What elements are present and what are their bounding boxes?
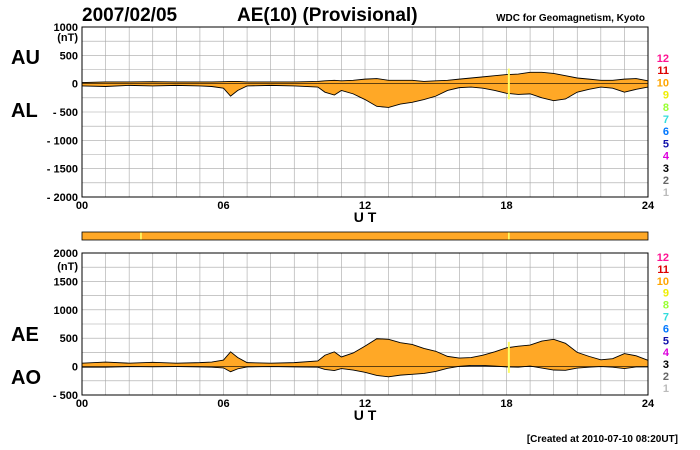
area-fill bbox=[82, 72, 648, 108]
series-line-al bbox=[81, 84, 649, 108]
legend-entry: 9 bbox=[663, 90, 669, 102]
y-tick-label: - 500 bbox=[53, 390, 78, 402]
y-tick-label: - 1500 bbox=[47, 164, 78, 176]
y-tick-label: 1000 bbox=[54, 22, 78, 34]
quality-bar-group bbox=[81, 231, 649, 241]
y-tick-label: - 2000 bbox=[47, 192, 78, 204]
legend-entry: 9 bbox=[663, 288, 669, 300]
legend-entry: 12 bbox=[657, 252, 669, 264]
legend-entry: 10 bbox=[657, 77, 669, 89]
legend-entry: 8 bbox=[663, 300, 669, 312]
y-tick-label: 500 bbox=[60, 333, 78, 345]
y-units-label: (nT) bbox=[57, 261, 78, 273]
legend-entry: 5 bbox=[663, 138, 669, 150]
legend-entry: 6 bbox=[663, 323, 669, 335]
legend-entry: 3 bbox=[663, 359, 669, 371]
x-tick-label: 24 bbox=[642, 200, 655, 212]
x-tick-label: 24 bbox=[642, 398, 655, 410]
label-au: AU bbox=[11, 47, 40, 69]
y-tick-label: 1000 bbox=[54, 305, 78, 317]
legend-entry: 7 bbox=[663, 312, 669, 324]
x-tick-label: 00 bbox=[76, 200, 88, 212]
y-tick-label: 2000 bbox=[54, 248, 78, 260]
header-date: 2007/02/05 bbox=[82, 5, 178, 26]
legend-entry: 7 bbox=[663, 114, 669, 126]
x-axis-title: U T bbox=[354, 209, 377, 225]
label-ae: AE bbox=[11, 324, 39, 346]
x-tick-label: 12 bbox=[359, 200, 371, 212]
y-tick-label: 0 bbox=[72, 79, 78, 91]
legend-entry: 2 bbox=[663, 175, 669, 187]
x-axis-title: U T bbox=[354, 407, 377, 423]
quality-bar bbox=[81, 231, 649, 241]
y-units-label: (nT) bbox=[57, 32, 78, 44]
x-tick-label: 12 bbox=[359, 398, 371, 410]
x-tick-label: 18 bbox=[500, 398, 512, 410]
x-tick-label: 18 bbox=[500, 200, 512, 212]
header-source: WDC for Geomagnetism, Kyoto bbox=[496, 13, 645, 24]
x-tick-label: 06 bbox=[217, 398, 229, 410]
y-tick-label: 1500 bbox=[54, 276, 78, 288]
legend-entry: 8 bbox=[663, 102, 669, 114]
y-tick-label: - 500 bbox=[53, 107, 78, 119]
y-tick-label: 0 bbox=[72, 362, 78, 374]
label-al: AL bbox=[11, 100, 38, 122]
legend-entry: 11 bbox=[657, 65, 669, 77]
legend-entry: 10 bbox=[657, 276, 669, 288]
legend-entry: 4 bbox=[663, 151, 670, 163]
y-tick-label: 500 bbox=[60, 50, 78, 62]
legend-entry: 1 bbox=[663, 383, 669, 395]
legend-entry: 1 bbox=[663, 187, 669, 199]
series-line-ae bbox=[81, 338, 649, 364]
legend-entry: 12 bbox=[657, 53, 669, 65]
header-title: AE(10) (Provisional) bbox=[237, 5, 418, 26]
series-line-ao bbox=[82, 365, 648, 378]
label-ao: AO bbox=[11, 367, 41, 389]
series-line-au bbox=[81, 71, 649, 83]
legend-entry: 2 bbox=[663, 371, 669, 383]
legend-entry: 3 bbox=[663, 163, 669, 175]
plot-frame bbox=[81, 252, 649, 396]
y-tick-label: - 1000 bbox=[47, 135, 78, 147]
legend-entry: 4 bbox=[663, 347, 670, 359]
footer-created: [Created at 2010-07-10 08:20UT] bbox=[527, 434, 678, 445]
legend-entry: 11 bbox=[657, 264, 669, 276]
legend-entry: 6 bbox=[663, 126, 669, 138]
plot-frame bbox=[81, 26, 649, 198]
x-tick-label: 00 bbox=[76, 398, 88, 410]
panel-au-al: 1000 500 0 - 500 - 1000 - 1500 - 2000 (nT) 00 06 1… bbox=[11, 22, 670, 225]
legend-entry: 5 bbox=[663, 335, 669, 347]
x-tick-label: 06 bbox=[217, 200, 229, 212]
